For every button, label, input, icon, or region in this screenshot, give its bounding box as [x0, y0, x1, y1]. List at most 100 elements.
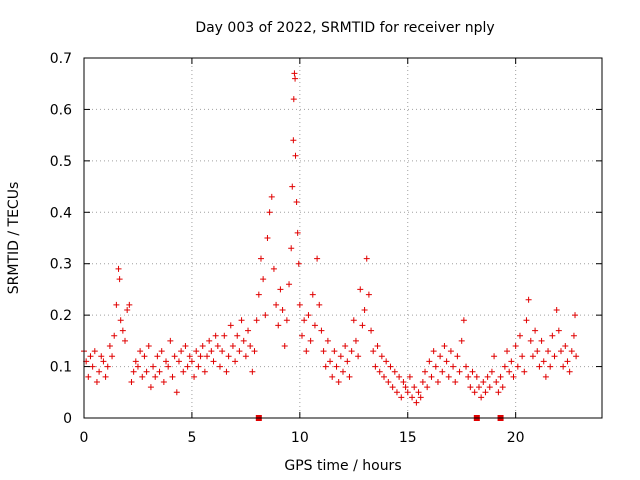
data-point [514, 363, 521, 370]
data-point [291, 70, 298, 77]
data-point [201, 368, 208, 375]
data-point [167, 337, 174, 344]
data-point [415, 389, 422, 396]
data-point [452, 379, 459, 385]
data-point [482, 389, 489, 396]
data-point [150, 363, 157, 370]
data-point [547, 363, 554, 370]
data-point [324, 337, 331, 344]
data-point [288, 245, 295, 252]
data-point [346, 373, 353, 380]
data-point [352, 337, 359, 344]
y-axis-label: SRMTID / TECUs [6, 182, 22, 295]
data-point [262, 312, 269, 319]
data-point [572, 312, 579, 319]
data-point [292, 152, 299, 159]
y-tick-label: 0.1 [50, 360, 72, 376]
data-point [566, 368, 573, 375]
data-point [214, 343, 221, 349]
data-point [212, 332, 219, 339]
data-point [573, 353, 580, 360]
data-point [355, 353, 362, 360]
data-point [106, 343, 113, 349]
axis-ticks: 0 0.1 0.2 0.3 0.4 0.5 0.6 0.7 0 5 10 15 20 [50, 51, 602, 446]
data-point [406, 373, 413, 380]
data-point [484, 373, 491, 380]
data-point [266, 209, 273, 216]
data-point [342, 343, 349, 349]
data-point [463, 363, 470, 370]
data-point [381, 373, 388, 380]
data-point [516, 332, 523, 339]
x-tick-label: 5 [187, 430, 196, 446]
data-point [117, 317, 124, 324]
data-point [471, 389, 478, 396]
data-point [89, 363, 96, 370]
data-point [499, 384, 506, 391]
data-point [322, 363, 329, 370]
y-tick-label: 0.7 [50, 51, 72, 67]
data-point [564, 358, 571, 365]
data-point [143, 368, 150, 375]
data-point [396, 373, 403, 380]
data-point [557, 348, 564, 355]
data-point [296, 301, 303, 308]
data-point [290, 96, 297, 103]
data-point [400, 379, 407, 385]
data-point [333, 363, 340, 370]
data-point [385, 379, 392, 385]
data-point [193, 348, 200, 355]
data-point [562, 343, 569, 349]
data-point [173, 389, 180, 396]
data-point [560, 363, 567, 370]
data-point [290, 137, 297, 144]
x-tick-label: 10 [291, 430, 309, 446]
data-point [298, 332, 305, 339]
data-point [478, 394, 485, 401]
data-point [480, 379, 487, 385]
data-point [102, 373, 109, 380]
data-point [134, 363, 141, 370]
data-point [363, 255, 370, 262]
data-point [467, 384, 474, 391]
data-point [501, 363, 508, 370]
data-point [188, 358, 195, 365]
data-point [257, 255, 264, 262]
data-point [124, 307, 131, 313]
data-point [348, 348, 355, 355]
grid-layer [84, 58, 602, 418]
data-point [361, 307, 368, 313]
data-point [152, 373, 159, 380]
data-point [529, 353, 536, 360]
data-point [273, 301, 280, 308]
data-point [249, 368, 256, 375]
y-tick-label: 0.3 [50, 257, 72, 273]
y-tick-label: 0.5 [50, 154, 72, 170]
data-point [182, 343, 189, 349]
data-point [329, 373, 336, 380]
data-point [253, 317, 260, 324]
data-point [512, 343, 519, 349]
data-point [383, 358, 390, 365]
data-point [111, 332, 118, 339]
data-point [553, 307, 560, 313]
data-point [184, 363, 191, 370]
data-point [279, 307, 286, 313]
chart-title: Day 003 of 2022, SRMTID for receiver npl… [195, 20, 494, 36]
data-point [171, 353, 178, 360]
data-point [365, 291, 372, 298]
data-point [156, 368, 163, 375]
data-point [165, 363, 172, 370]
data-point [199, 343, 206, 349]
data-point [525, 296, 532, 303]
data-point [137, 348, 144, 355]
data-point [154, 353, 161, 360]
data-point [387, 363, 394, 370]
data-point [393, 389, 400, 396]
data-point [413, 399, 420, 406]
data-point [208, 348, 215, 355]
data-point [251, 348, 258, 355]
data-point [147, 384, 154, 391]
data-point [293, 199, 300, 205]
data-point [316, 301, 323, 308]
